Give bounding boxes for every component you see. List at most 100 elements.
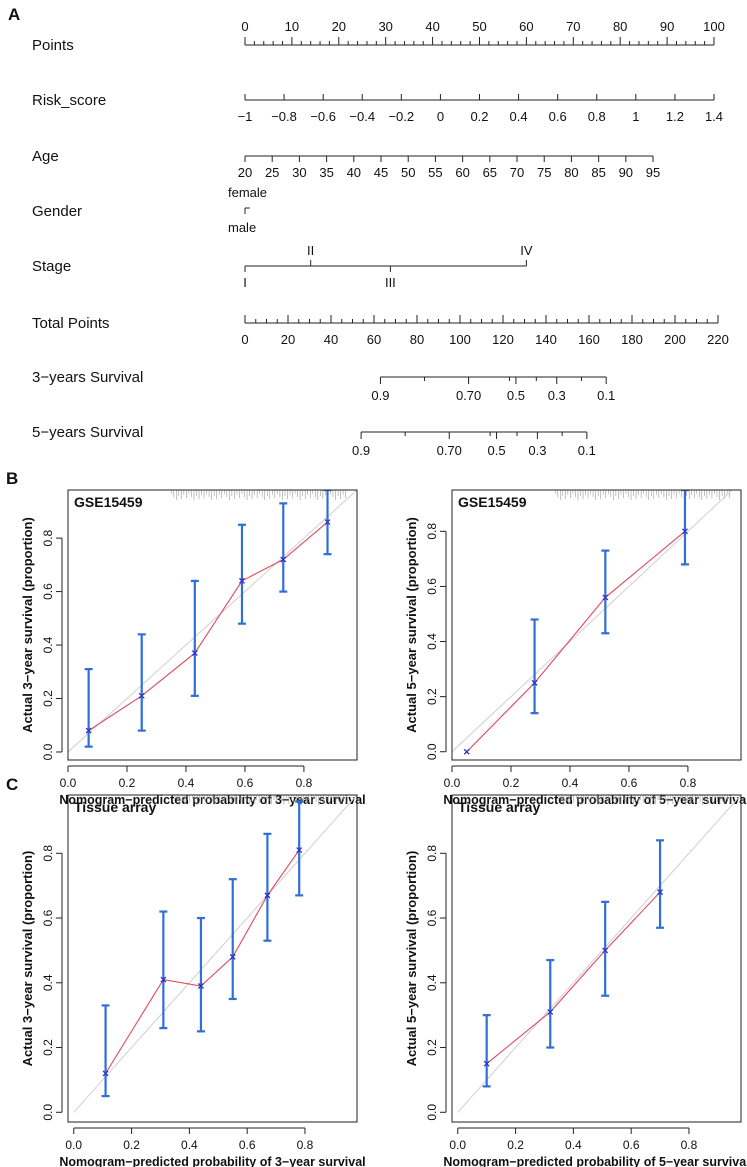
y-axis-label: Actual 5−year survival (proportion) [404, 851, 419, 1067]
x-tick-label: 0.6 [239, 1138, 256, 1152]
x-tick-label: 0.2 [507, 1138, 524, 1152]
x-tick-label: 0.2 [503, 776, 520, 790]
tick-label: 0.6 [549, 109, 567, 124]
y-tick-label: 0.2 [41, 690, 55, 707]
panel-label-c: C [6, 775, 18, 794]
tick-label: 80 [613, 19, 627, 34]
x-tick-label: 0.8 [681, 1138, 698, 1152]
scale-label: Points [32, 37, 74, 54]
y-tick-label: 0.6 [41, 909, 55, 926]
calibration-line [105, 849, 300, 1074]
y-tick-label: 0.4 [425, 633, 439, 650]
tick-label: 50 [401, 165, 415, 180]
tick-label: 1.2 [666, 109, 684, 124]
ideal-diagonal [73, 795, 357, 1113]
calibration-line [466, 530, 686, 753]
y-tick-label: 0.0 [425, 1104, 439, 1121]
tick-label: 60 [367, 332, 381, 347]
y-tick-label: 0.4 [41, 974, 55, 991]
plot-title: GSE15459 [74, 494, 143, 510]
calibration-line [88, 521, 328, 732]
calibration-plot-b-3year: 0.0 0.2 0.4 0.6 0.80.00.20.40.60.8GSE15459No… [20, 489, 366, 807]
ideal-diagonal [457, 795, 741, 1113]
calibration-line [486, 891, 661, 1065]
tick-label: 10 [285, 19, 299, 34]
rug-marks [554, 490, 730, 500]
tick-label: male [228, 220, 256, 235]
x-axis-label: Nomogram−predicted probability of 5−year… [443, 1155, 747, 1167]
tick-label: 20 [238, 165, 252, 180]
tick-label: 65 [483, 165, 497, 180]
y-axis-label: Actual 3−year survival (proportion) [20, 851, 35, 1067]
tick-label: 1.4 [705, 109, 723, 124]
tick-label: 0.9 [352, 443, 370, 458]
tick-label: 70 [510, 165, 524, 180]
tick-label: 140 [535, 332, 557, 347]
point-marker [85, 727, 92, 734]
tick-label: 20 [332, 19, 346, 34]
point-marker [483, 1060, 490, 1067]
x-tick-label: 0.4 [562, 776, 579, 790]
tick-label: 20 [281, 332, 295, 347]
scale-label: 5−years Survival [32, 424, 143, 441]
plot-title: Tissue array [74, 799, 156, 815]
tick-label: 100 [449, 332, 471, 347]
tick-label: 0.8 [588, 109, 606, 124]
x-tick-label: 0.4 [181, 1138, 198, 1152]
plot-area [68, 490, 357, 753]
point-marker [239, 577, 245, 584]
tick-label: 0.5 [488, 443, 506, 458]
y-tick-label: 0.0 [41, 743, 55, 760]
tick-label: 0 [241, 19, 248, 34]
tick-label: −1 [238, 109, 253, 124]
tick-label: 80 [564, 165, 578, 180]
tick-label: 0.1 [578, 443, 596, 458]
y-tick-label: 0.6 [425, 578, 439, 595]
point-marker [264, 892, 271, 899]
tick-label: 220 [707, 332, 729, 347]
tick-label: 80 [410, 332, 424, 347]
tick-label: 60 [519, 19, 533, 34]
calibration-plot-b-5year: 0.0 0.2 0.4 0.6 0.8 0.0 0.2 0.4 0.6 0.8 GSE15459 No… [404, 489, 747, 807]
plot-area [73, 795, 357, 1113]
y-tick-label: 0.4 [425, 974, 439, 991]
tick-label: −0.2 [388, 109, 414, 124]
tick-label: 90 [660, 19, 674, 34]
plot-area [452, 490, 733, 755]
tick-label: 25 [265, 165, 279, 180]
tick-label: 40 [425, 19, 439, 34]
y-tick-label: 0.2 [425, 688, 439, 705]
panel-label-b: B [6, 469, 18, 488]
tick-label: III [385, 275, 396, 290]
tick-label: 35 [319, 165, 333, 180]
x-tick-label: 0.4 [565, 1138, 582, 1152]
point-marker [138, 692, 145, 699]
tick-label: 50 [472, 19, 486, 34]
x-axis-label: Nomogram−predicted probability of 3−year… [59, 1155, 365, 1167]
scale-label: Risk_score [32, 92, 106, 109]
tick-label: 40 [324, 332, 338, 347]
tick-label: 85 [591, 165, 605, 180]
point-marker [160, 976, 167, 983]
tick-label: 60 [455, 165, 469, 180]
x-tick-label: 0.2 [123, 1138, 140, 1152]
nomogram: Points Risk_score Age Gender Stage Total Poin… [32, 19, 729, 458]
tick-label: 75 [537, 165, 551, 180]
tick-label: 200 [664, 332, 686, 347]
point-marker [682, 528, 688, 535]
tick-label: 0.2 [470, 109, 488, 124]
x-tick-label: 0.4 [178, 776, 195, 790]
x-tick-label: 0.0 [65, 1138, 82, 1152]
plot-frame [451, 794, 742, 1123]
tick-label: 30 [292, 165, 306, 180]
point-marker [463, 748, 470, 755]
point-marker [197, 983, 204, 989]
y-tick-label: 0.2 [425, 1039, 439, 1056]
y-tick-label: 0.8 [425, 845, 439, 862]
tick-label: 180 [621, 332, 643, 347]
y-tick-label: 0.6 [425, 909, 439, 926]
y-axis-label: Actual 3−year survival (proportion) [20, 517, 35, 733]
tick-label: 90 [619, 165, 633, 180]
y-tick-label: 0.0 [41, 1104, 55, 1121]
